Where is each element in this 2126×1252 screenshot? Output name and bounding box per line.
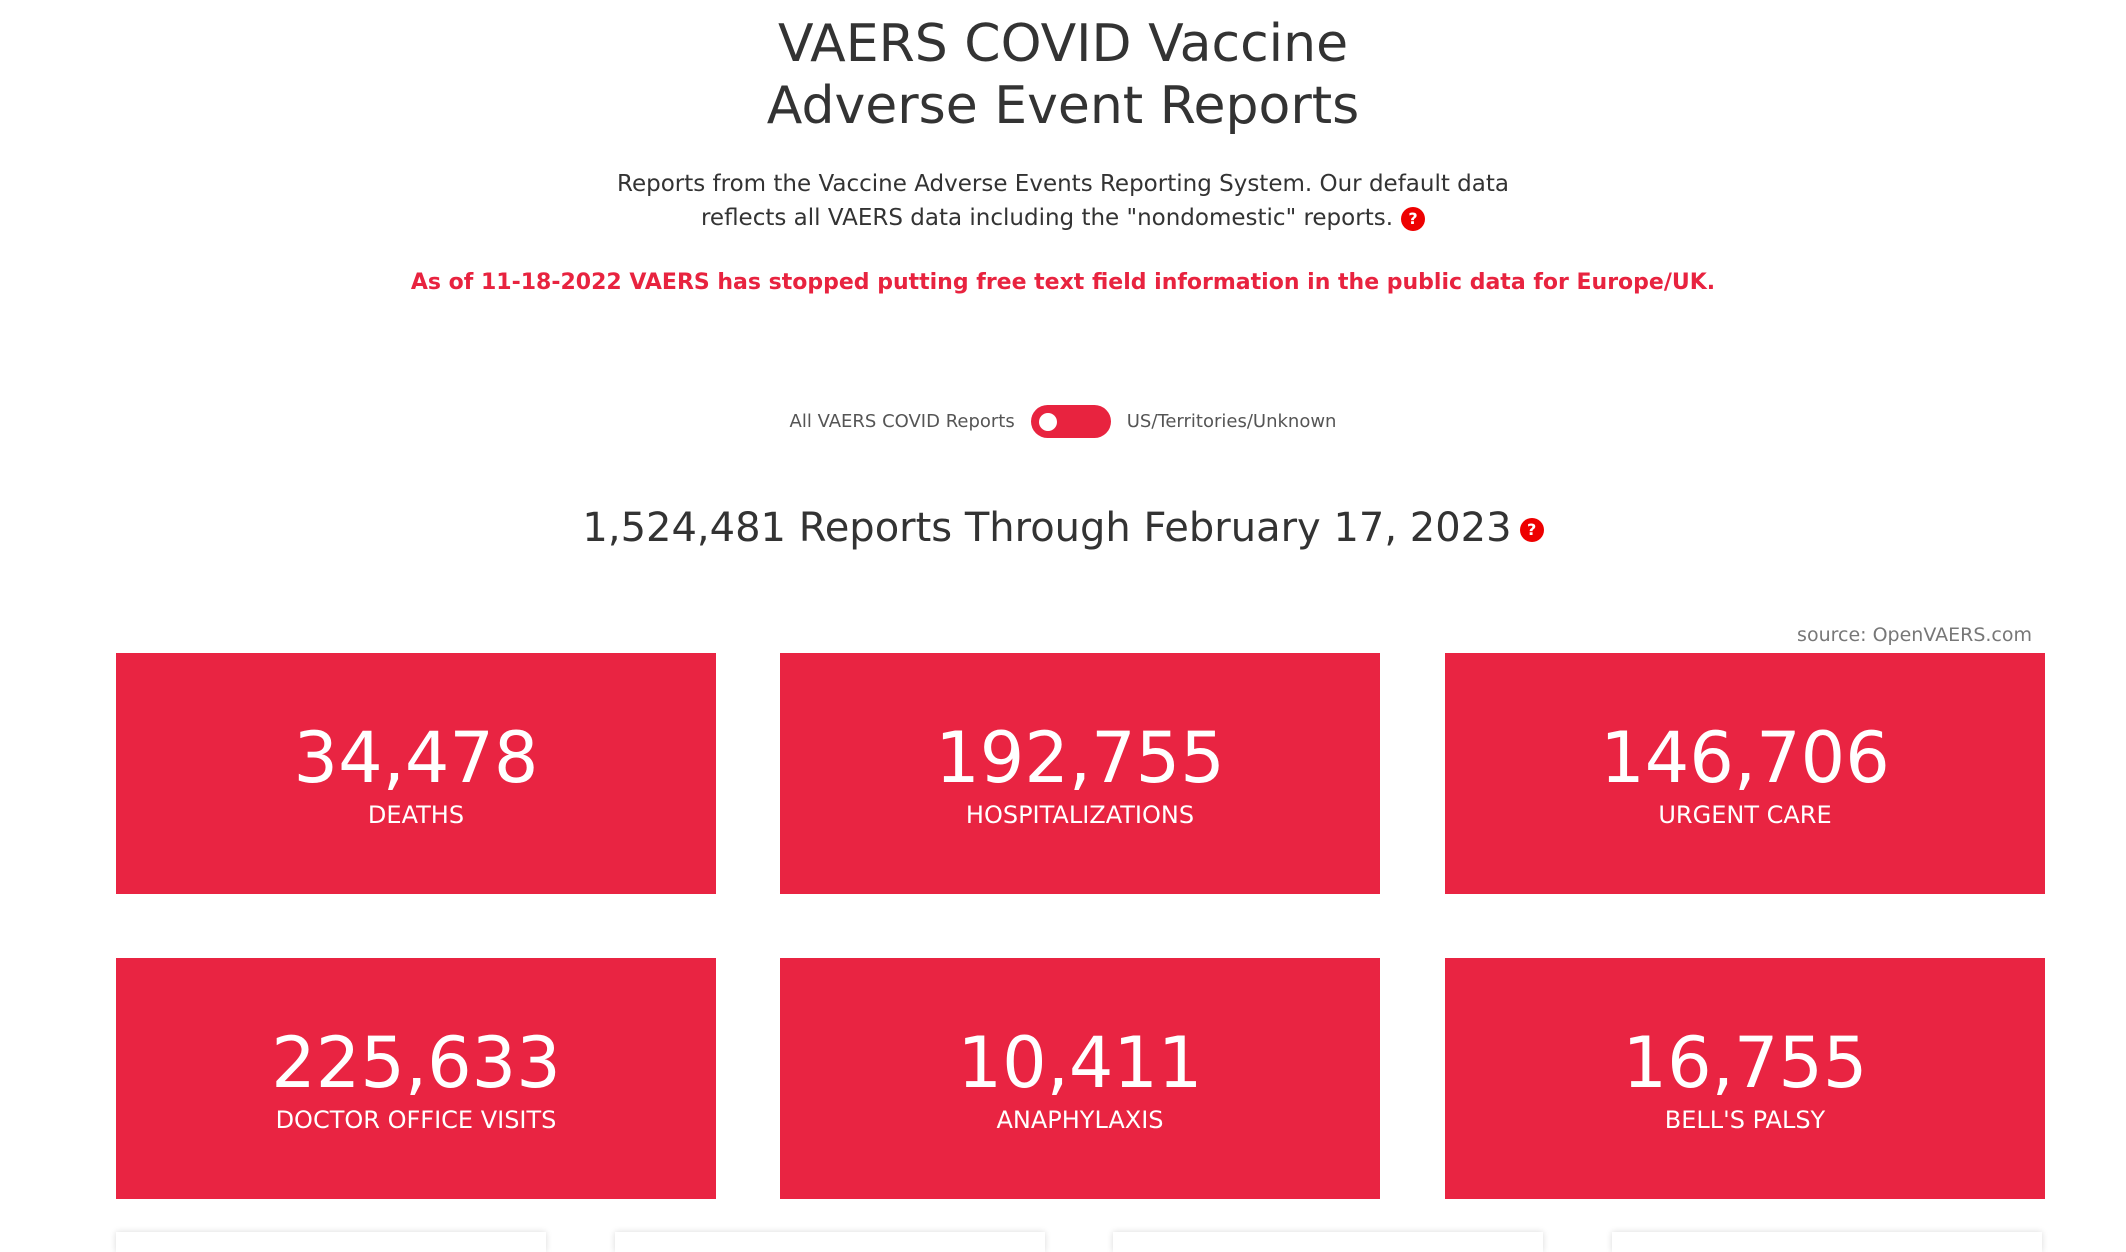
stat-label: BELL'S PALSY <box>1664 1106 1826 1134</box>
toggle-left-label: All VAERS COVID Reports <box>789 411 1015 432</box>
stat-card[interactable]: 16,755 BELL'S PALSY <box>1445 958 2045 1199</box>
source: source: OpenVAERS.com <box>1797 624 2032 646</box>
summary-text: 1,524,481 Reports Through February 17, 2… <box>582 505 1512 551</box>
stat-value: 16,755 <box>1622 1022 1868 1104</box>
stat-label: DEATHS <box>367 801 465 829</box>
stat-value: 192,755 <box>935 717 1225 799</box>
stat-card[interactable]: 10,411 ANAPHYLAXIS <box>780 958 1380 1199</box>
stat-card[interactable]: 192,755 HOSPITALIZATIONS <box>780 653 1380 894</box>
stat-card[interactable]: 225,633 DOCTOR OFFICE VISITS <box>116 958 716 1199</box>
card-stub <box>1612 1232 2042 1252</box>
toggle-row: All VAERS COVID Reports US/Territories/U… <box>0 405 2126 438</box>
help-icon[interactable]: ? <box>1519 518 1544 542</box>
stat-value: 225,633 <box>271 1022 561 1104</box>
stat-value: 34,478 <box>293 717 539 799</box>
card-stub <box>116 1232 546 1252</box>
description-text: reflects all VAERS data including the "n… <box>700 205 1394 231</box>
description-line: reflects all VAERS data including the "n… <box>0 201 2126 235</box>
stat-label: URGENT CARE <box>1658 801 1832 829</box>
card-stub <box>1113 1232 1543 1252</box>
toggle-knob <box>1038 413 1057 431</box>
notice: As of 11-18-2022 VAERS has stopped putti… <box>410 270 1716 295</box>
description: Reports from the Vaccine Adverse Events … <box>0 167 2126 235</box>
toggle-right-label: US/Territories/Unknown <box>1126 411 1337 432</box>
help-icon[interactable]: ? <box>1401 206 1426 231</box>
title-line: Adverse Event Reports <box>766 76 1360 136</box>
toggle-switch[interactable] <box>1030 405 1111 438</box>
stat-label: HOSPITALIZATIONS <box>965 801 1195 829</box>
title-line: VAERS COVID Vaccine <box>777 14 1349 74</box>
stat-value: 10,411 <box>957 1022 1203 1104</box>
stat-label: ANAPHYLAXIS <box>996 1106 1164 1134</box>
stat-card[interactable]: 34,478 DEATHS <box>116 653 716 894</box>
page-title: VAERS COVID Vaccine Adverse Event Report… <box>0 13 2126 137</box>
stat-value: 146,706 <box>1600 717 1890 799</box>
summary-heading: 1,524,481 Reports Through February 17, 2… <box>0 505 2126 551</box>
description-line: Reports from the Vaccine Adverse Events … <box>617 171 1509 197</box>
card-stub <box>615 1232 1045 1252</box>
stat-label: DOCTOR OFFICE VISITS <box>275 1106 557 1134</box>
stat-card[interactable]: 146,706 URGENT CARE <box>1445 653 2045 894</box>
